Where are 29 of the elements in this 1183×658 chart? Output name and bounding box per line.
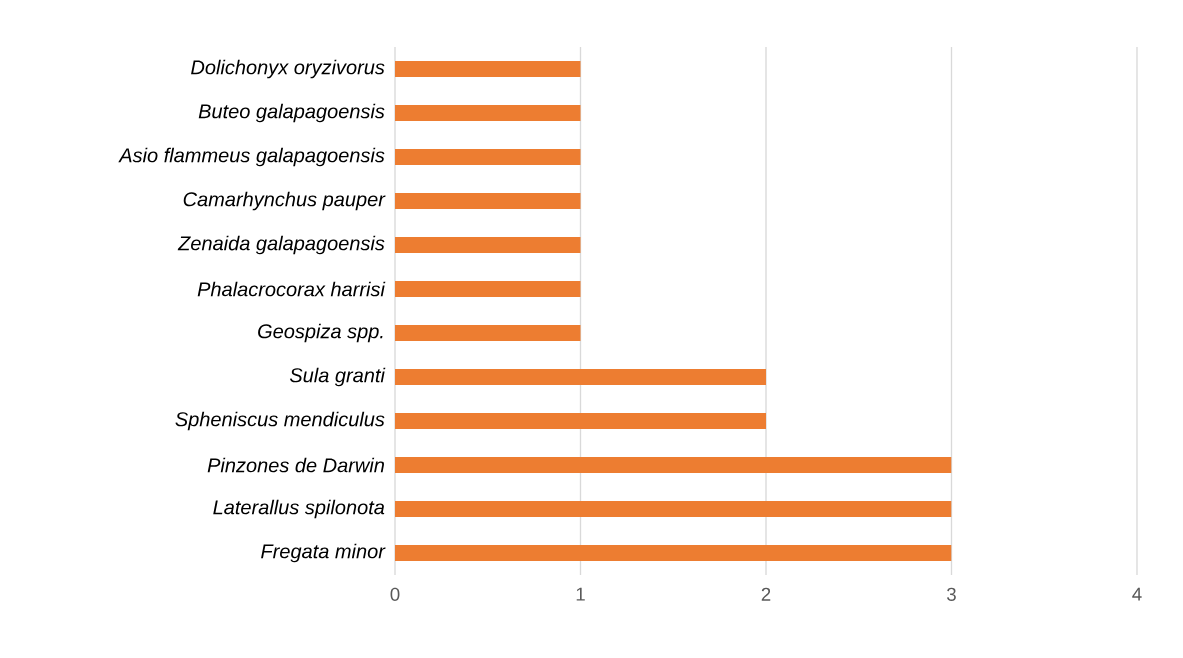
- y-tick-label: Buteo galapagoensis: [198, 103, 385, 123]
- x-tick-label: 2: [761, 587, 771, 601]
- y-tick-label: Fregata minor: [261, 543, 386, 563]
- y-tick-label: Phalacrocorax harrisi: [197, 281, 386, 297]
- bar: [395, 105, 581, 121]
- bar: [395, 369, 766, 385]
- x-tick-label: 4: [1132, 587, 1142, 601]
- y-tick-label: Asio flammeus galapagoensis: [118, 147, 385, 167]
- y-tick-label: Camarhynchus pauper: [183, 191, 386, 211]
- bar: [395, 149, 581, 165]
- x-tick-label: 0: [390, 587, 400, 601]
- y-tick-label: Pinzones de Darwin: [207, 457, 384, 473]
- bar: [395, 325, 581, 341]
- bar: [395, 545, 952, 561]
- y-tick-label: Geospiza spp.: [258, 323, 383, 343]
- bar: [395, 237, 581, 253]
- bar: [395, 501, 952, 517]
- bar: [395, 281, 581, 297]
- bar: [395, 193, 581, 209]
- bar: [395, 457, 952, 473]
- x-tick-label: 3: [947, 587, 956, 601]
- bar: [395, 61, 581, 77]
- y-tick-label: Zenaida galapagoensis: [177, 235, 385, 255]
- y-tick-label: Spheniscus mendiculus: [175, 411, 385, 431]
- x-tick-label: 1: [576, 587, 585, 601]
- bar: [395, 413, 766, 429]
- y-tick-label: Sula granti: [289, 367, 386, 387]
- y-tick-label: Dolichonyx oryzivorus: [191, 59, 385, 79]
- y-tick-label: Laterallus spilonota: [213, 499, 385, 519]
